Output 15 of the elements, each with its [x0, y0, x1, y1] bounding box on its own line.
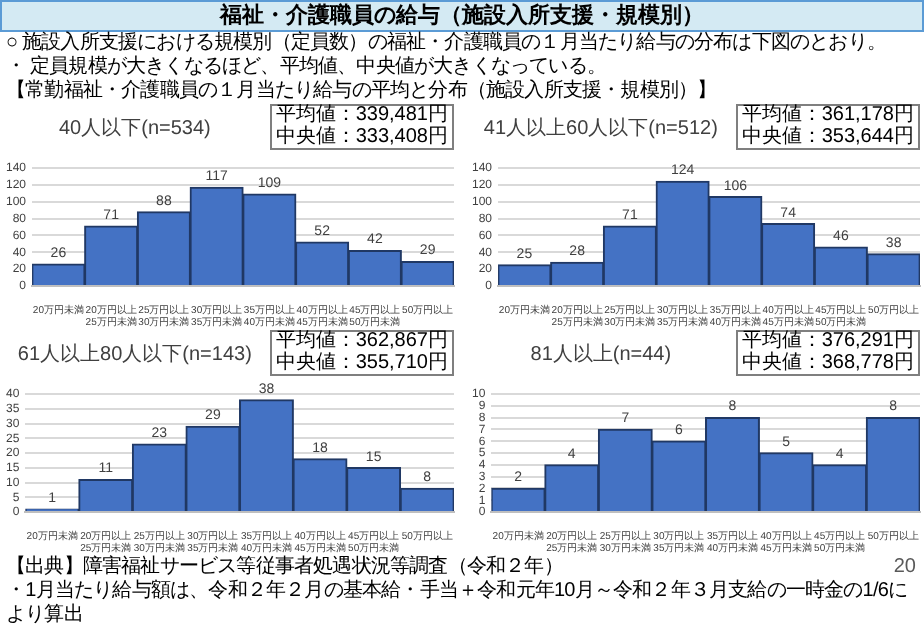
stats-box: 平均値：361,178円 中央値：353,644円 [735, 104, 920, 150]
title-banner: 福祉・介護職員の給与（施設入所支援・規模別） [0, 0, 924, 32]
text: 【出典】障害福祉サービス等従事者処遇状況等調査（令和２年） [6, 556, 563, 578]
stats-box: 平均値：376,291円 中央値：368,778円 [735, 330, 920, 376]
chart-title: 81人以上(n=44) [528, 341, 674, 367]
chart-title: 61人以上80人以下(n=143) [15, 341, 254, 367]
text: 【常勤福祉・介護職員の１月当たり給与の平均と分布（施設入所支援・規模別）】 [4, 80, 719, 104]
stats-box: 平均値：362,867円 中央値：355,710円 [269, 330, 454, 376]
text: 20 [893, 556, 916, 580]
chart-title: 41人以上60人以下(n=512) [481, 115, 720, 141]
stats-box: 平均値：339,481円 中央値：333,408円 [269, 104, 454, 150]
text: ・ 定員規模が大きくなるほど、平均値、中央値が大きくなっている。 [4, 56, 608, 79]
text: ・1月当たり給与額は、令和２年２月の基本給・手当＋令和元年10月～令和２年３月支給の一時金の1/6により算出 [4, 580, 910, 628]
text: ○ 施設入所支援における規模別（定員数）の福祉・介護職員の１月当たり給与の分布は下図のとおり。 [4, 32, 889, 55]
chart-title: 40人以下(n=534) [56, 115, 213, 141]
